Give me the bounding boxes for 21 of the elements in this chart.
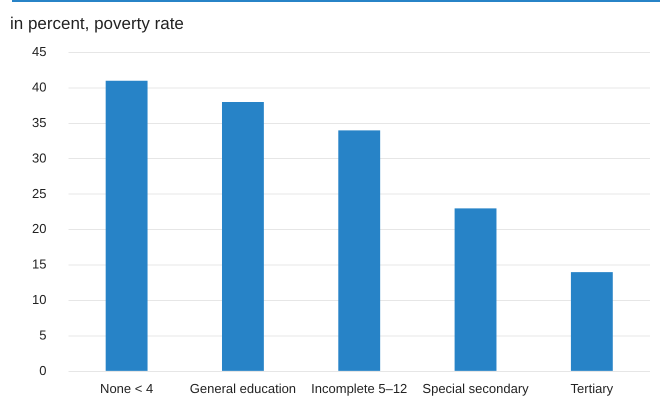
bar [338, 130, 380, 371]
x-tick-label: General education [190, 380, 296, 396]
y-tick-label: 5 [39, 328, 46, 343]
chart-title: in percent, poverty rate [10, 14, 184, 33]
y-tick-label: 20 [32, 221, 46, 236]
y-tick-label: 15 [32, 256, 46, 272]
x-tick-label: Special secondary [422, 380, 530, 396]
y-tick-label: 45 [32, 44, 46, 59]
bar [222, 102, 264, 371]
bar [570, 272, 613, 371]
bar [454, 208, 496, 371]
y-tick-label: 30 [32, 150, 46, 166]
y-tick-label: 35 [32, 114, 46, 130]
x-tick-label: Tertiary [570, 380, 614, 396]
y-tick-label: 25 [32, 186, 46, 201]
x-tick-label: None < 4 [100, 380, 154, 396]
y-tick-label: 0 [39, 362, 46, 378]
x-tick-label: Incomplete 5–12 [311, 380, 408, 396]
y-tick-label: 10 [32, 292, 46, 308]
bar [106, 80, 148, 371]
y-tick-label: 40 [32, 79, 46, 94]
